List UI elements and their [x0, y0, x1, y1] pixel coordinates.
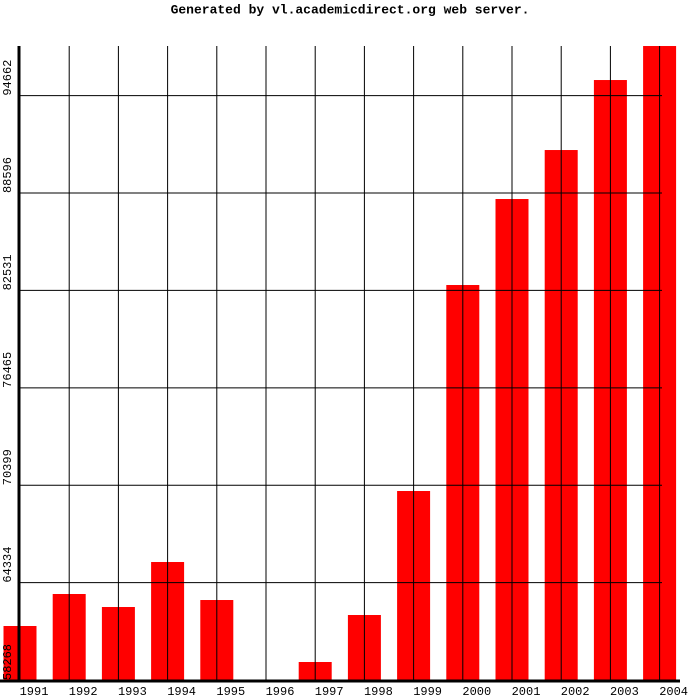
y-tick-label: 58268: [1, 644, 15, 680]
x-tick-label: 1996: [266, 685, 295, 699]
x-tick-label: 1998: [364, 685, 393, 699]
y-tick-label: 82531: [1, 254, 15, 290]
x-tick-label: 2004: [659, 685, 688, 699]
y-tick-label: 88596: [1, 157, 15, 193]
x-tick-label: 2003: [610, 685, 639, 699]
x-tick-label: 1995: [216, 685, 245, 699]
y-tick-label: 76465: [1, 352, 15, 388]
x-tick-label: 1994: [167, 685, 196, 699]
x-tick-label: 1991: [20, 685, 49, 699]
y-tick-label: 64334: [1, 547, 15, 583]
y-tick-label: 94662: [1, 60, 15, 96]
x-tick-label: 1997: [315, 685, 344, 699]
x-tick-label: 2001: [512, 685, 541, 699]
x-tick-label: 2002: [561, 685, 590, 699]
x-tick-label: 1993: [118, 685, 147, 699]
chart-title: Generated by vl.academicdirect.org web s…: [171, 2, 530, 17]
y-tick-label: 70399: [1, 449, 15, 485]
x-tick-label: 1999: [413, 685, 442, 699]
x-tick-label: 1992: [69, 685, 98, 699]
x-tick-label: 2000: [462, 685, 491, 699]
